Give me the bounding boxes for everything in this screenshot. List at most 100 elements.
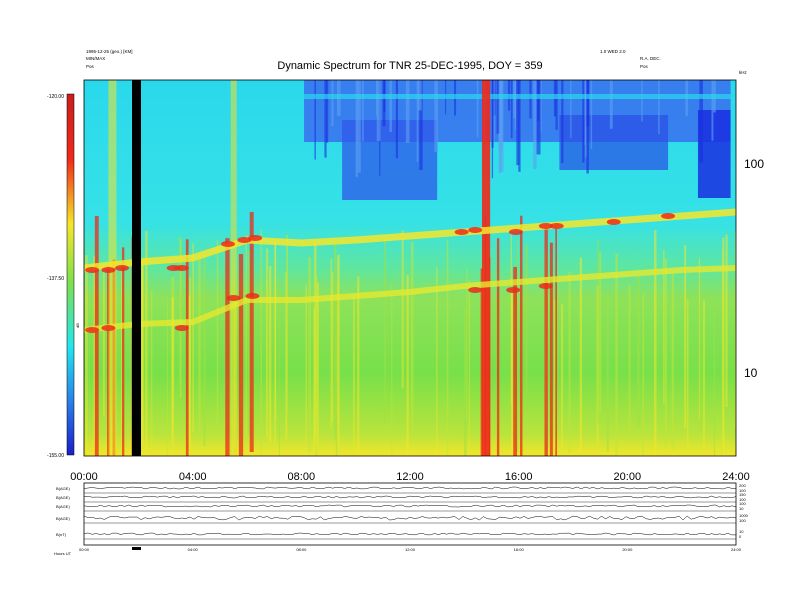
yellow-streak [331,271,334,422]
yellow-streak [203,253,206,447]
yellow-streak [700,262,702,430]
yellow-streak [316,282,320,450]
panel-axis-label: 10 [739,506,744,511]
yellow-streak [684,244,687,428]
frequency-tick-10: 10 [744,366,758,380]
panel-row-label: B(AGE) [56,495,70,500]
yellow-streak [260,230,262,456]
blue-streak [590,80,593,150]
blue-streak [586,80,589,174]
yellow-streak [401,230,404,389]
panel-trace [83,532,736,536]
red-streak [238,254,244,456]
yellow-streak [313,308,316,456]
red-streak [513,267,518,456]
yellow-streak [654,230,657,456]
yellow-streak [725,234,728,407]
yellow-streak [245,235,247,437]
blue-streak [419,80,423,171]
yellow-streak [352,295,355,456]
header-right-line-1: 1.0 WED 2.0 [600,49,626,54]
red-burst [454,229,469,235]
blue-streak [382,80,386,127]
blue-streak [496,80,500,134]
panel-axis-label: 1000 [739,513,749,518]
yellow-streak [410,241,414,435]
yellow-streak [188,295,191,446]
yellow-streak [151,290,153,456]
yellow-streak [121,269,123,456]
yellow-streak [171,297,174,456]
blue-streak [355,80,358,177]
header-right-line-2: R.A. DEC. [640,56,661,61]
yellow-streak [702,300,706,456]
red-streak [185,239,189,456]
red-streak [249,212,254,453]
yellow-streak [510,293,514,456]
blue-streak [324,80,327,158]
blue-streak [711,80,714,141]
red-burst [101,325,116,331]
yellow-streak [664,258,668,446]
blue-streak [529,80,532,119]
yellow-streak [337,254,340,456]
panel-row-label: B(nT) [56,532,67,537]
yellow-streak [278,277,280,456]
red-burst [85,327,100,333]
header-right: 1.0 WED 2.0 R.A. DEC. Pos [600,49,661,69]
blue-streak [357,80,361,173]
red-burst [549,223,564,229]
blue-region [304,80,731,200]
yellow-streak [628,284,631,439]
bottom-gap-marker [132,547,141,550]
red-burst [85,267,100,273]
blue-streak [585,80,587,158]
yellow-streak [525,244,528,397]
yellow-streak [247,250,250,435]
panel-time-axis: 00:00 04:00 08:00 12:00 16:00 20:00 24:00 [79,547,742,552]
yellow-streak [568,272,571,453]
blue-region-right [559,115,669,170]
panel-time-tick: 24:00 [731,547,742,552]
red-burst [248,235,263,241]
panel-axis-label: 100 [739,497,746,502]
header-left-line-2: MIN/MAX [86,56,105,61]
time-tick-5: 20:00 [614,471,642,483]
yellow-streak [615,253,618,456]
red-burst [468,227,483,233]
red-streak [549,242,553,456]
yellow-streak [554,299,557,456]
panel-time-tick: 12:00 [405,547,416,552]
yellow-streak [274,241,276,443]
yellow-streak [671,271,674,450]
red-burst [606,219,621,225]
panel-trace [83,504,737,508]
blue-streak [609,80,613,129]
panels-frame [83,482,737,546]
panel-time-tick: 20:00 [622,547,633,552]
blue-streak [699,80,703,163]
blue-streak [641,80,643,122]
panel-traces [83,486,737,540]
yellow-streak [599,252,602,413]
colorbar-tick-bottom: -155.00 [47,453,64,459]
red-burst [468,287,483,293]
panel-axis-label: 100 [739,488,746,493]
frequency-unit: kHz [739,70,747,75]
bottom-axis-label: Hours UT [54,551,72,556]
blue-streak [416,80,419,163]
yellow-column [230,80,237,456]
red-burst [220,241,235,247]
red-burst-column [481,80,491,456]
blue-streak [570,80,572,139]
yellow-streak [166,298,168,456]
yellow-streak [561,304,564,456]
blue-streak [326,80,329,143]
yellow-streak [436,267,438,456]
yellow-streak [93,256,96,456]
data-gap-bar [132,80,141,456]
yellow-streak [141,264,144,456]
blue-streak [540,80,542,133]
red-burst [237,237,252,243]
